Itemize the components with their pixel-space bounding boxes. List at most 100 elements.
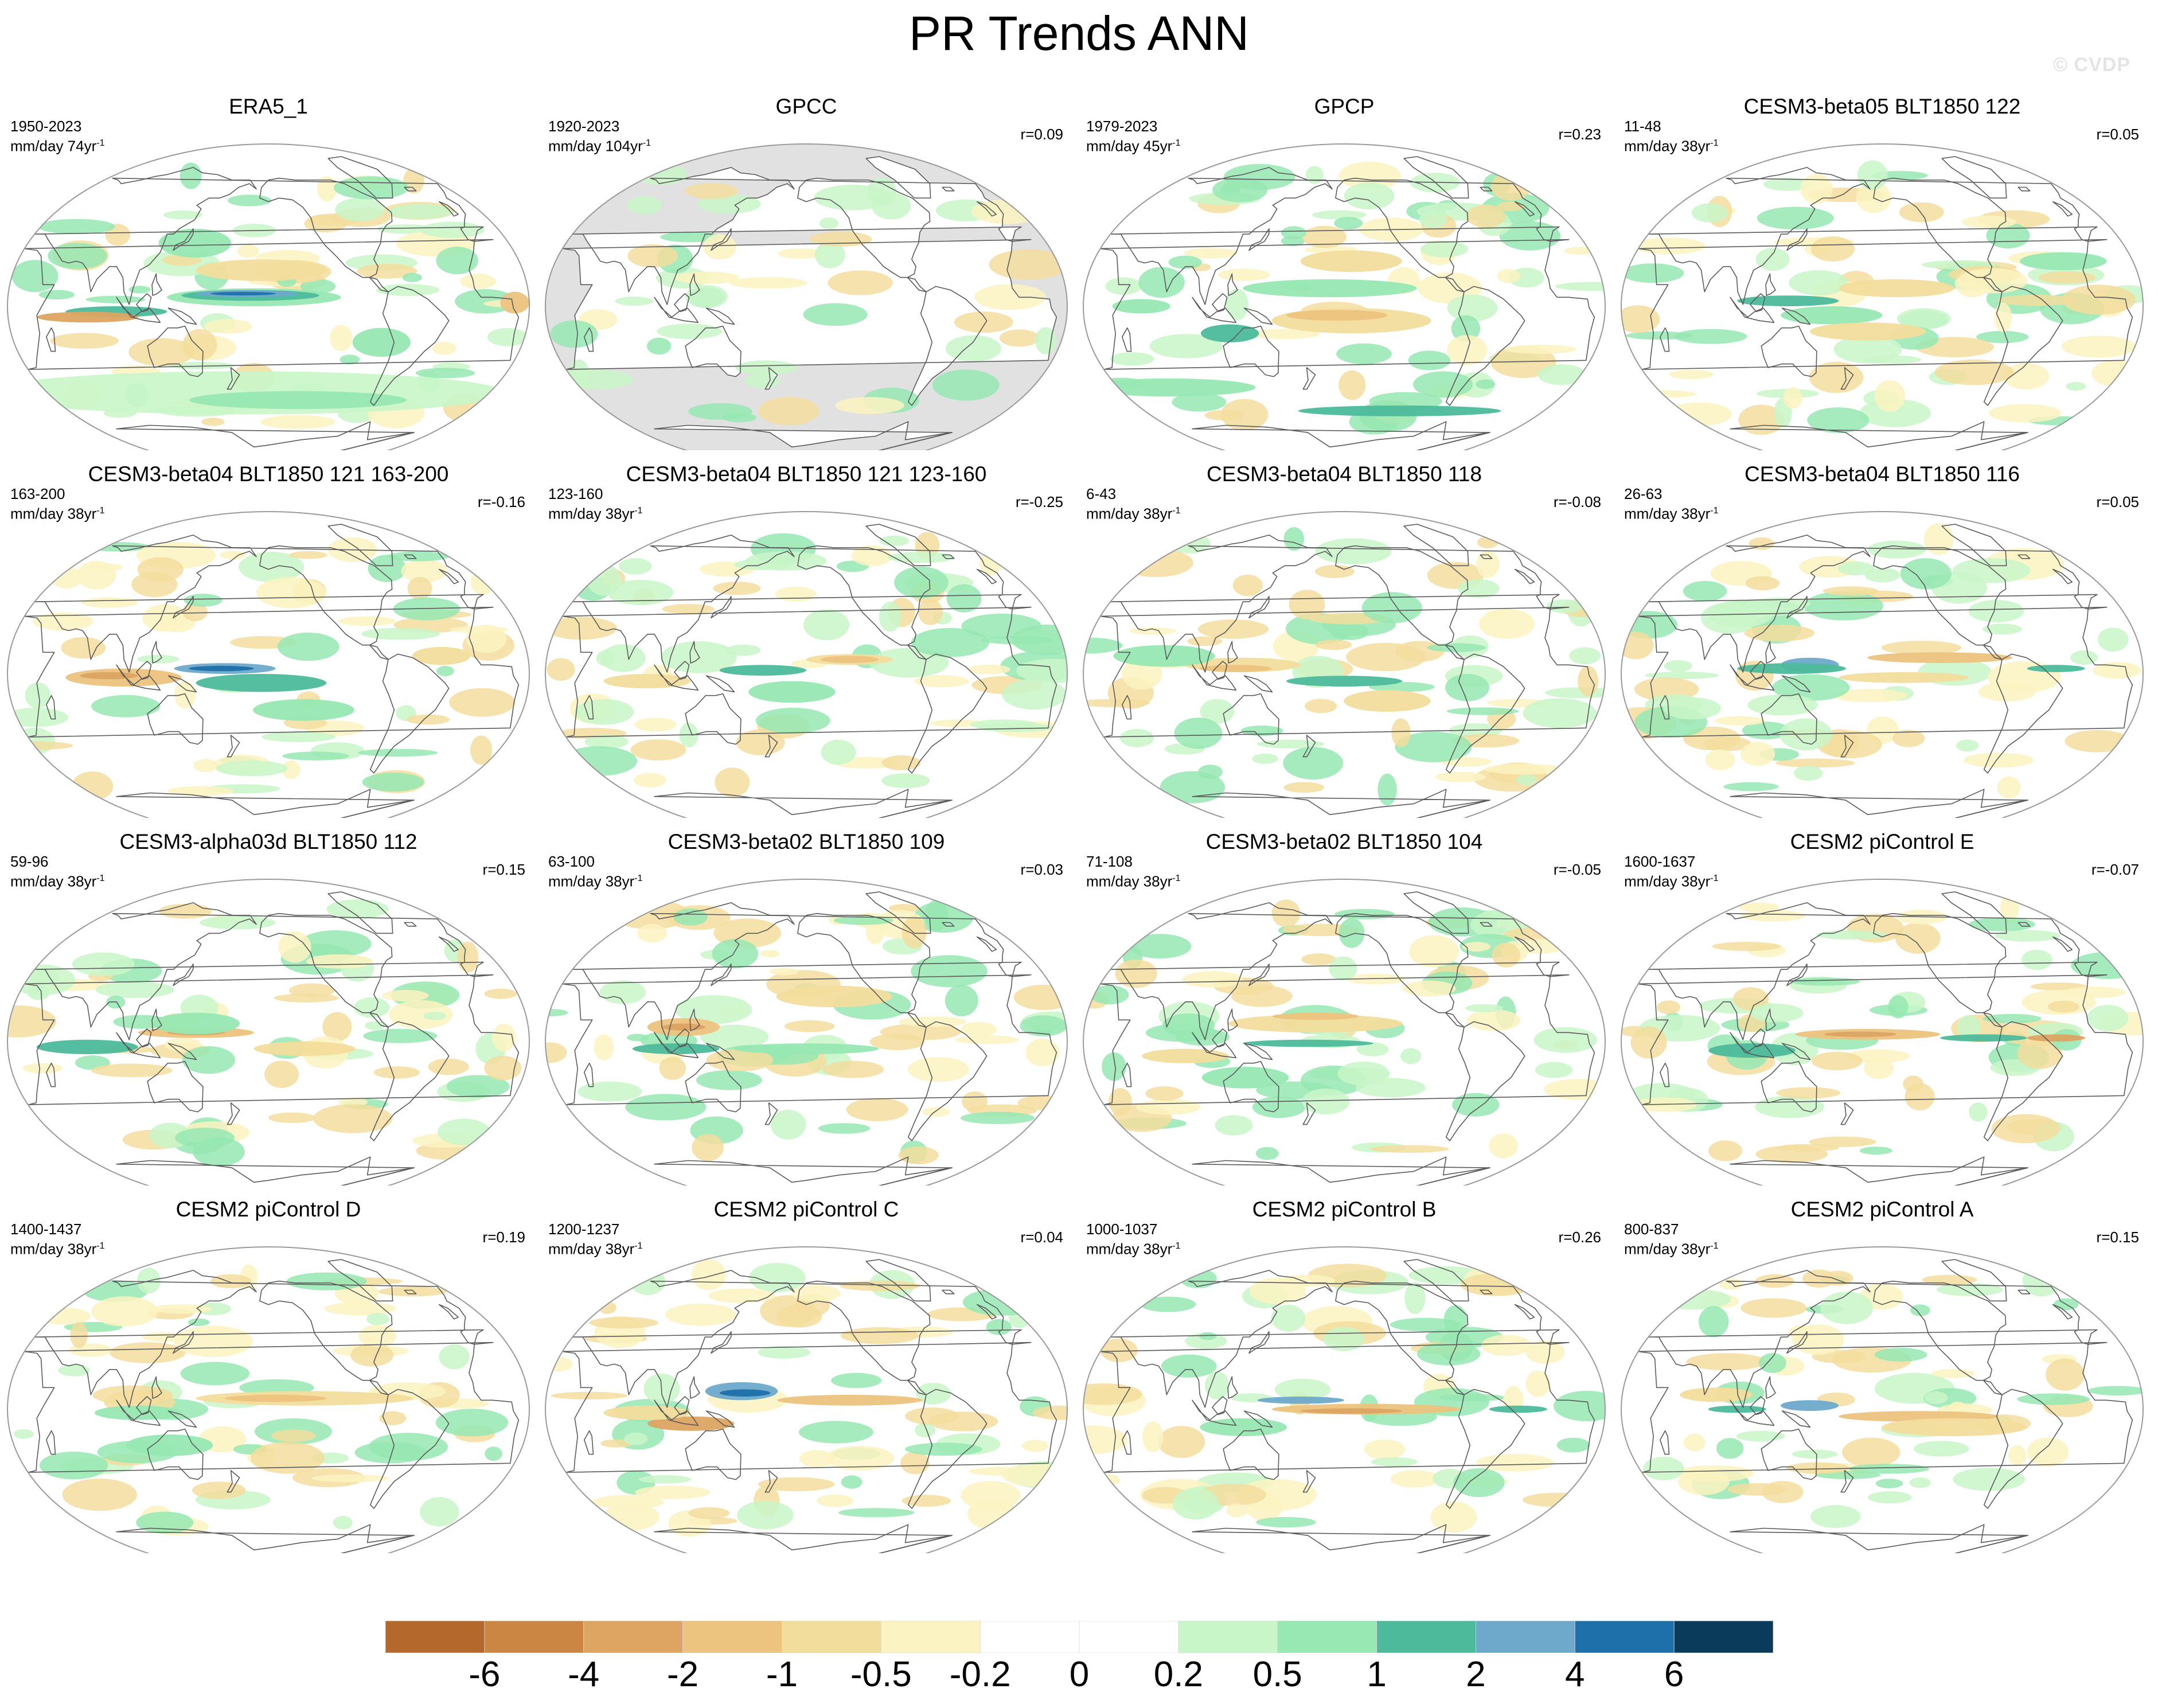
trend-anomaly	[881, 755, 921, 770]
trend-anomaly	[330, 325, 353, 352]
trend-anomaly	[1991, 1114, 2060, 1144]
trend-anomaly	[1910, 1304, 1930, 1316]
panel-units: mm/day 38yr-1	[1086, 872, 1181, 890]
trend-anomaly	[1781, 306, 1883, 325]
trend-anomaly	[362, 773, 424, 792]
coastline-japan	[711, 1331, 732, 1354]
trend-anomaly	[1204, 410, 1244, 421]
trend-anomaly	[58, 1364, 90, 1376]
coastline-north-america	[1873, 545, 2007, 646]
trend-anomaly	[2091, 360, 2140, 387]
panel-units: mm/day 38yr-1	[548, 872, 643, 890]
trend-anomaly	[175, 1128, 235, 1148]
coastline-new-guinea	[167, 307, 197, 325]
trend-anomaly	[182, 329, 217, 361]
trend-anomaly	[1271, 1304, 1306, 1332]
trend-anomaly	[2047, 1000, 2079, 1013]
coastline-philippines	[1227, 273, 1238, 296]
panel-map	[1083, 143, 1606, 450]
trend-anomaly	[2087, 1005, 2129, 1031]
trend-anomaly	[189, 391, 407, 410]
map-border	[545, 143, 1068, 450]
trend-anomaly	[1476, 551, 1500, 578]
trend-anomaly	[1881, 641, 1962, 655]
coastline-borneo	[674, 661, 690, 680]
coastline-antarctica	[654, 421, 953, 450]
trend-anomaly	[1334, 217, 1363, 230]
coastline-indonesia	[654, 1032, 699, 1059]
coastline-indonesia	[116, 664, 161, 691]
colorbar-tick-label: 0	[1069, 1655, 1090, 1694]
trend-anomaly	[188, 1318, 210, 1326]
trend-anomaly	[905, 1442, 983, 1456]
coastline-new-zealand	[227, 1102, 240, 1125]
coastline-australia	[1223, 1428, 1279, 1480]
coastline-australia	[685, 693, 742, 745]
panel-units: mm/day 74yr-1	[10, 137, 105, 155]
trend-anomaly	[1172, 392, 1227, 412]
trend-anomaly	[1274, 1379, 1331, 1401]
trend-anomaly	[821, 739, 856, 765]
coastline-africa	[24, 239, 520, 370]
trend-anomaly	[38, 219, 115, 235]
trend-anomaly	[374, 1066, 420, 1079]
coastline-north-america	[259, 1280, 393, 1381]
trend-anomaly	[914, 675, 969, 688]
coastline-uk	[976, 1304, 997, 1320]
coastline-eurasia	[1110, 535, 1560, 673]
trend-anomaly	[1346, 973, 1405, 985]
coastline-new-guinea	[167, 1043, 197, 1060]
coastline-uk	[2052, 936, 2073, 952]
trend-anomaly	[1968, 599, 2024, 623]
trend-anomaly	[898, 1146, 939, 1164]
trend-anomaly	[1226, 1503, 1248, 1518]
trend-anomaly	[547, 658, 575, 681]
coastline-eurasia	[1110, 1270, 1560, 1408]
coastline-north-america	[797, 913, 931, 1013]
trend-anomaly	[1120, 728, 1154, 747]
coastline-greenland	[865, 1259, 931, 1302]
coastline-africa	[1637, 974, 2133, 1105]
trend-anomaly	[589, 1317, 658, 1329]
trend-anomaly	[1839, 672, 1969, 683]
trend-anomaly	[1336, 343, 1392, 365]
trend-anomaly	[967, 1498, 1017, 1530]
coastline-madagascar	[46, 695, 56, 720]
trend-anomaly	[7, 708, 68, 727]
map-panel: CESM3-beta04 BLT1850 118 6-43 mm/day 38yr-…	[1076, 462, 1613, 818]
colorbar-tick-label: 2	[1466, 1655, 1486, 1694]
coastline-indonesia	[1730, 1399, 1775, 1426]
coastline-madagascar	[1660, 695, 1670, 720]
coastline-borneo	[1750, 1396, 1766, 1415]
coastline-eurasia	[572, 167, 1022, 305]
coastline-eurasia	[34, 167, 484, 305]
trend-anomaly	[201, 418, 225, 426]
trend-anomaly	[22, 1063, 63, 1074]
trend-anomaly	[2017, 1393, 2090, 1405]
coastline-japan	[173, 1331, 194, 1354]
trend-anomaly	[1315, 538, 1392, 564]
trend-anomaly	[11, 260, 58, 293]
panel-years: 1200-1237	[548, 1220, 620, 1238]
coastline-new-zealand	[764, 735, 778, 758]
trend-anomaly	[1129, 627, 1177, 635]
trend-anomaly	[72, 952, 135, 976]
trend-anomaly	[1994, 302, 2012, 333]
panel-title: ERA5_1	[229, 95, 308, 118]
trend-anomaly	[2008, 1445, 2027, 1466]
map-border	[7, 1246, 530, 1553]
trend-anomaly	[968, 664, 1010, 674]
trend-anomaly	[1823, 586, 1879, 596]
panel-correlation: r=-0.07	[2091, 861, 2139, 878]
trend-anomaly	[71, 771, 114, 801]
trend-anomaly	[633, 163, 688, 185]
trend-anomaly	[1983, 623, 2022, 635]
trend-anomaly	[888, 552, 955, 563]
trend-anomaly	[1476, 1453, 1554, 1472]
trend-anomaly	[333, 176, 409, 200]
trend-anomaly	[688, 1507, 729, 1519]
trend-anomaly	[94, 1405, 182, 1420]
trend-anomaly	[637, 924, 668, 943]
panel-title: CESM2 piControl E	[1790, 830, 1974, 853]
trend-anomaly	[846, 1098, 908, 1121]
